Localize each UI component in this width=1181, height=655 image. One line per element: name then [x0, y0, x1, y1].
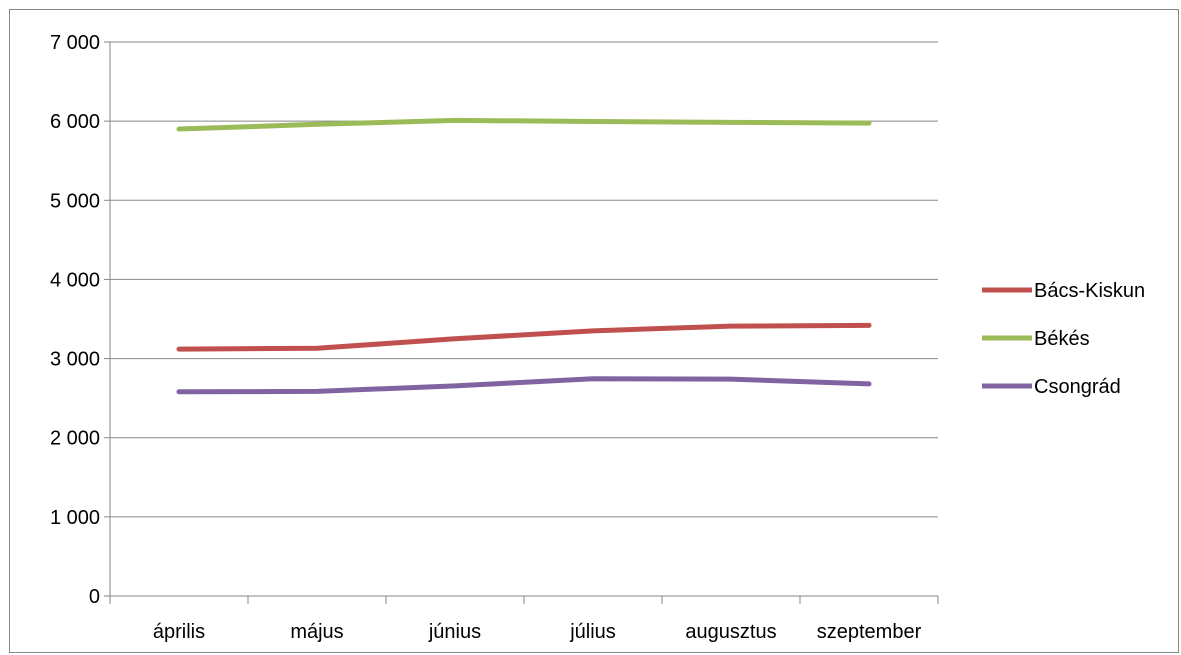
- y-tick-label: 0: [89, 586, 100, 608]
- legend: Bács-Kiskun Békés Csongrád: [982, 280, 1145, 398]
- x-tick-label: május: [290, 621, 343, 643]
- x-tick-label: szeptember: [817, 621, 922, 643]
- series-line-2: [176, 376, 872, 395]
- y-tick-label: 7 000: [50, 32, 100, 54]
- x-tick-label: június: [428, 621, 481, 643]
- y-tick-label: 2 000: [50, 428, 100, 450]
- series-line-0: [176, 322, 872, 352]
- series-line-1: [176, 117, 872, 132]
- legend-label: Csongrád: [1034, 376, 1121, 398]
- axes: [104, 41, 939, 604]
- y-axis-tick-labels: 0 1 000 2 000 3 000 4 000 5 000 6 000 7 000: [50, 32, 100, 608]
- x-tick-label: július: [569, 621, 616, 643]
- x-tick-label: augusztus: [685, 621, 776, 643]
- x-tick-label: április: [153, 621, 205, 643]
- y-tick-label: 5 000: [50, 190, 100, 212]
- y-tick-label: 3 000: [50, 349, 100, 371]
- x-axis-tick-labels: április május június július augusztus szeptem…: [153, 621, 922, 643]
- y-tick-label: 1 000: [50, 507, 100, 529]
- series-lines: [176, 117, 872, 395]
- gridlines: [110, 41, 938, 518]
- legend-label: Békés: [1034, 328, 1090, 350]
- y-tick-label: 4 000: [50, 269, 100, 291]
- legend-label: Bács-Kiskun: [1034, 280, 1145, 302]
- y-tick-label: 6 000: [50, 111, 100, 133]
